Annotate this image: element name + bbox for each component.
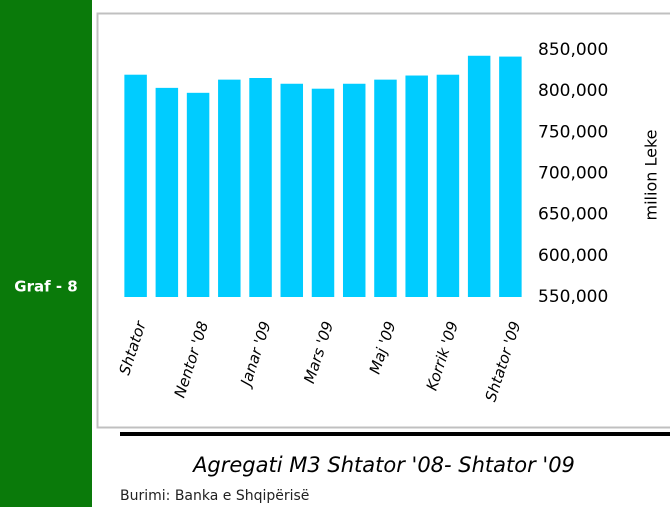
bar [374,79,397,297]
y-tick-label: 800,000 [538,81,608,101]
bar [436,74,460,297]
x-tick-label: Shtator [115,318,149,377]
bar [499,56,522,297]
bar [218,79,241,297]
sidebar [0,0,92,507]
x-tick-label: Shtator '09 [482,319,525,404]
bar [280,83,304,297]
y-tick-label: 750,000 [538,122,608,142]
chart-title: Agregati M3 Shtator '08- Shtator '09 [191,453,575,477]
y-tick-label: 650,000 [538,205,608,225]
x-tick-label: Maj '09 [366,319,400,376]
bar [342,83,366,297]
sidebar-label: Graf - 8 [14,278,77,296]
bar [186,92,210,298]
x-tick-label: Korrik '09 [423,319,462,393]
bar [311,88,335,298]
bar [155,87,179,297]
y-tick-label: 600,000 [538,246,608,266]
y-tick-label: 700,000 [538,164,608,184]
bar [124,74,147,297]
y-tick-label: 850,000 [538,40,608,60]
bar [405,75,428,297]
chart-frame [96,12,670,429]
y-tick-label: 550,000 [538,287,608,307]
x-tick-label: Janar '09 [236,319,275,391]
source: Burimi: Banka e Shqipërisë [120,488,309,504]
x-tick-label: Mars '09 [300,319,337,386]
bar [467,55,491,297]
y-axis-label: milion Leke [642,130,661,221]
x-tick-label: Nentor '08 [171,319,213,400]
bar [249,77,272,297]
